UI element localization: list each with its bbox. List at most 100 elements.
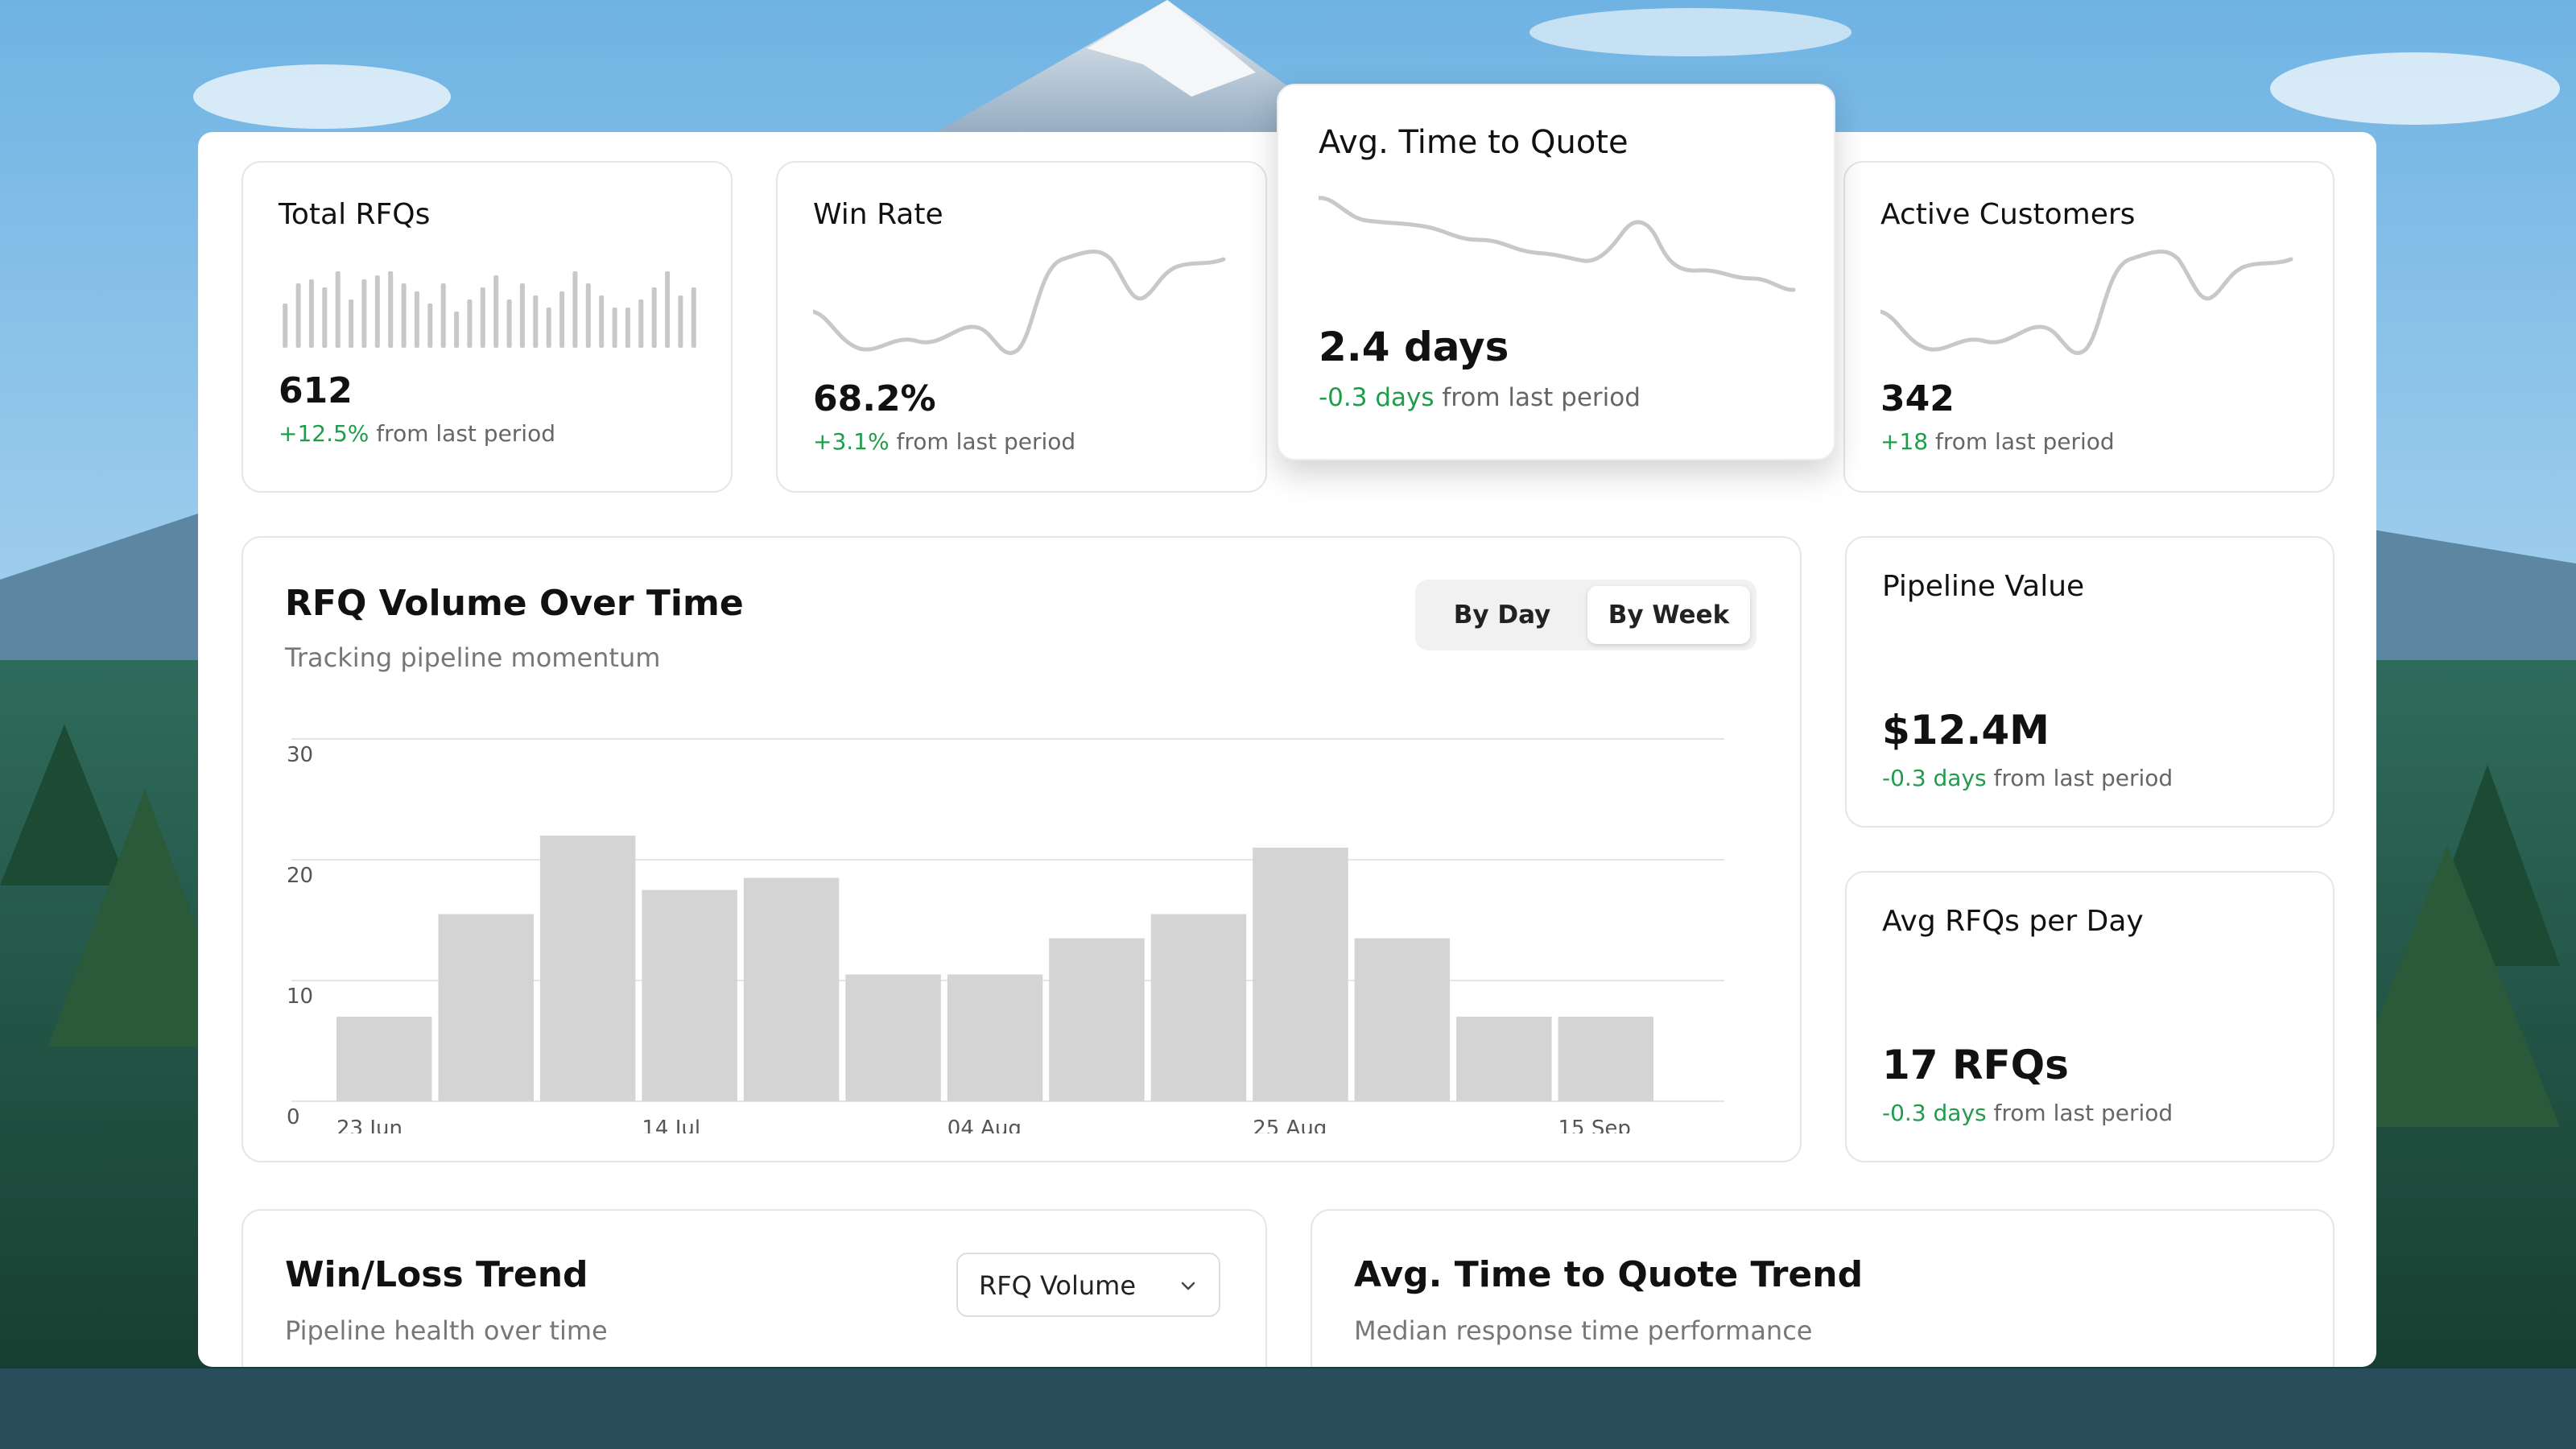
sparkline-bar	[599, 295, 605, 348]
x-tick-label: 15 Sep	[1558, 1117, 1631, 1133]
avg-rfqs-per-day-card[interactable]: Avg RFQs per Day 17 RFQs -0.3 days from …	[1845, 871, 2334, 1162]
section-title: Win/Loss Trend	[285, 1254, 588, 1295]
sparkline-bar	[506, 299, 512, 348]
win-loss-trend-card: Win/Loss Trend Pipeline health over time…	[242, 1209, 1267, 1367]
kpi-change: -0.3 days from last period	[1882, 1100, 2173, 1126]
sparkline-bar	[665, 271, 671, 348]
kpi-value: 17 RFQs	[1882, 1042, 2069, 1088]
kpi-change-suffix: from last period	[1442, 383, 1641, 412]
by-day-button[interactable]: By Day	[1453, 601, 1551, 630]
section-subtitle: Tracking pipeline momentum	[285, 642, 661, 673]
x-tick-label: 14 Jul	[642, 1117, 700, 1133]
x-tick-label: 23 Jun	[336, 1117, 402, 1133]
kpi-change: -0.3 days from last period	[1319, 383, 1641, 412]
pipeline-value-card[interactable]: Pipeline Value $12.4M -0.3 days from las…	[1845, 536, 2334, 828]
sparkline-bar	[454, 312, 460, 348]
time-to-quote-trend-card: Avg. Time to Quote Trend Median response…	[1311, 1209, 2334, 1367]
y-tick-label: 0	[287, 1105, 300, 1129]
y-tick-label: 30	[287, 743, 313, 767]
volume-bar[interactable]	[845, 974, 941, 1102]
sparkline-bar	[335, 271, 341, 348]
kpi-card-avg-time-to-quote[interactable]: Avg. Time to Quote 2.4 days -0.3 days fr…	[1277, 84, 1835, 460]
kpi-title: Win Rate	[813, 198, 943, 231]
kpi-change: +18 from last period	[1880, 428, 2115, 455]
sparkline-bar	[283, 303, 288, 348]
volume-bar[interactable]	[642, 890, 737, 1102]
sparkline-bar	[480, 287, 485, 348]
volume-bar[interactable]	[1253, 848, 1348, 1101]
volume-bar[interactable]	[1456, 1017, 1552, 1101]
sparkline-bar	[678, 295, 683, 348]
sparkline-bar	[651, 287, 657, 348]
sparkline-bar	[322, 287, 328, 348]
sparkline-bar	[374, 275, 380, 348]
kpi-change-suffix: from last period	[1993, 765, 2174, 791]
kpi-change-suffix: from last period	[1993, 1100, 2174, 1126]
kpi-change: +12.5% from last period	[279, 420, 555, 447]
kpi-title: Avg RFQs per Day	[1882, 905, 2144, 938]
section-subtitle: Pipeline health over time	[285, 1315, 608, 1346]
kpi-change: +3.1% from last period	[813, 428, 1075, 455]
volume-bar[interactable]	[743, 877, 840, 1102]
avg-time-to-quote-sparkline	[1319, 196, 1796, 292]
x-tick-label: 25 Aug	[1253, 1117, 1327, 1133]
volume-bar[interactable]	[1150, 914, 1247, 1102]
volume-bar[interactable]	[336, 1017, 432, 1101]
sparkline-bar	[546, 308, 551, 348]
sparkline-bar	[388, 271, 394, 348]
kpi-card-win-rate[interactable]: Win Rate 68.2% +3.1% from last period	[776, 161, 1267, 493]
kpi-change-delta: +12.5%	[279, 420, 369, 447]
section-title: Avg. Time to Quote Trend	[1354, 1254, 1864, 1295]
kpi-change-delta: -0.3 days	[1882, 1100, 1987, 1126]
sparkline-bar	[349, 299, 354, 348]
kpi-value: 2.4 days	[1319, 324, 1509, 370]
kpi-title: Active Customers	[1880, 198, 2136, 231]
dashboard-panel: Total RFQs 612 +12.5% from last period W…	[198, 132, 2376, 1367]
sparkline-bar	[295, 283, 301, 348]
kpi-change-delta: -0.3 days	[1882, 765, 1987, 791]
kpi-change-suffix: from last period	[376, 420, 555, 447]
volume-bar[interactable]	[947, 974, 1043, 1102]
y-tick-label: 10	[287, 985, 313, 1009]
volume-bar[interactable]	[438, 914, 535, 1102]
sparkline-bar	[559, 291, 565, 348]
sparkline-bar	[401, 283, 407, 348]
volume-bar[interactable]	[1049, 938, 1145, 1102]
kpi-card-active-customers[interactable]: Active Customers 342 +18 from last perio…	[1843, 161, 2334, 493]
kpi-value: 68.2%	[813, 378, 936, 419]
chevron-down-icon	[1179, 1277, 1198, 1299]
sparkline-bar	[572, 271, 578, 348]
sparkline-bar	[612, 308, 617, 348]
kpi-card-total-rfqs[interactable]: Total RFQs 612 +12.5% from last period	[242, 161, 733, 493]
kpi-change-suffix: from last period	[1935, 428, 2115, 455]
sparkline-bar	[440, 283, 446, 348]
kpi-change-delta: +18	[1880, 428, 1929, 455]
sparkline-bar	[519, 283, 525, 348]
y-tick-label: 20	[287, 864, 313, 888]
metric-select[interactable]: RFQ Volume	[956, 1253, 1220, 1317]
volume-bar[interactable]	[539, 836, 636, 1101]
kpi-title: Avg. Time to Quote	[1319, 124, 1629, 161]
kpi-title: Pipeline Value	[1882, 570, 2085, 603]
win-rate-sparkline	[813, 250, 1226, 356]
section-subtitle: Median response time performance	[1354, 1315, 1813, 1346]
volume-bar[interactable]	[1558, 1017, 1654, 1101]
by-week-button[interactable]: By Week	[1587, 586, 1750, 644]
sparkline-bar	[467, 299, 473, 348]
rfq-volume-card: RFQ Volume Over Time Tracking pipeline m…	[242, 536, 1802, 1162]
sparkline-bar	[308, 279, 314, 348]
sparkline-bar	[414, 291, 419, 348]
kpi-change: -0.3 days from last period	[1882, 765, 2173, 791]
volume-bar[interactable]	[1354, 938, 1451, 1102]
sparkline-bar	[361, 279, 367, 348]
metric-select-value: RFQ Volume	[979, 1270, 1137, 1301]
rfq-volume-bar-chart: 0 10 20 30 23 Jun 14 Jul 04 Aug 25 Aug 15 Sep	[287, 738, 1724, 1133]
total-rfqs-bar-sparkline	[283, 271, 696, 348]
kpi-change-suffix: from last period	[896, 428, 1076, 455]
sparkline-bar	[625, 308, 630, 348]
granularity-toggle: By Day By Week	[1415, 580, 1757, 650]
sparkline-bar	[638, 299, 644, 348]
kpi-value: 342	[1880, 378, 1955, 419]
sparkline-bar	[691, 287, 696, 348]
kpi-value: $12.4M	[1882, 707, 2050, 753]
